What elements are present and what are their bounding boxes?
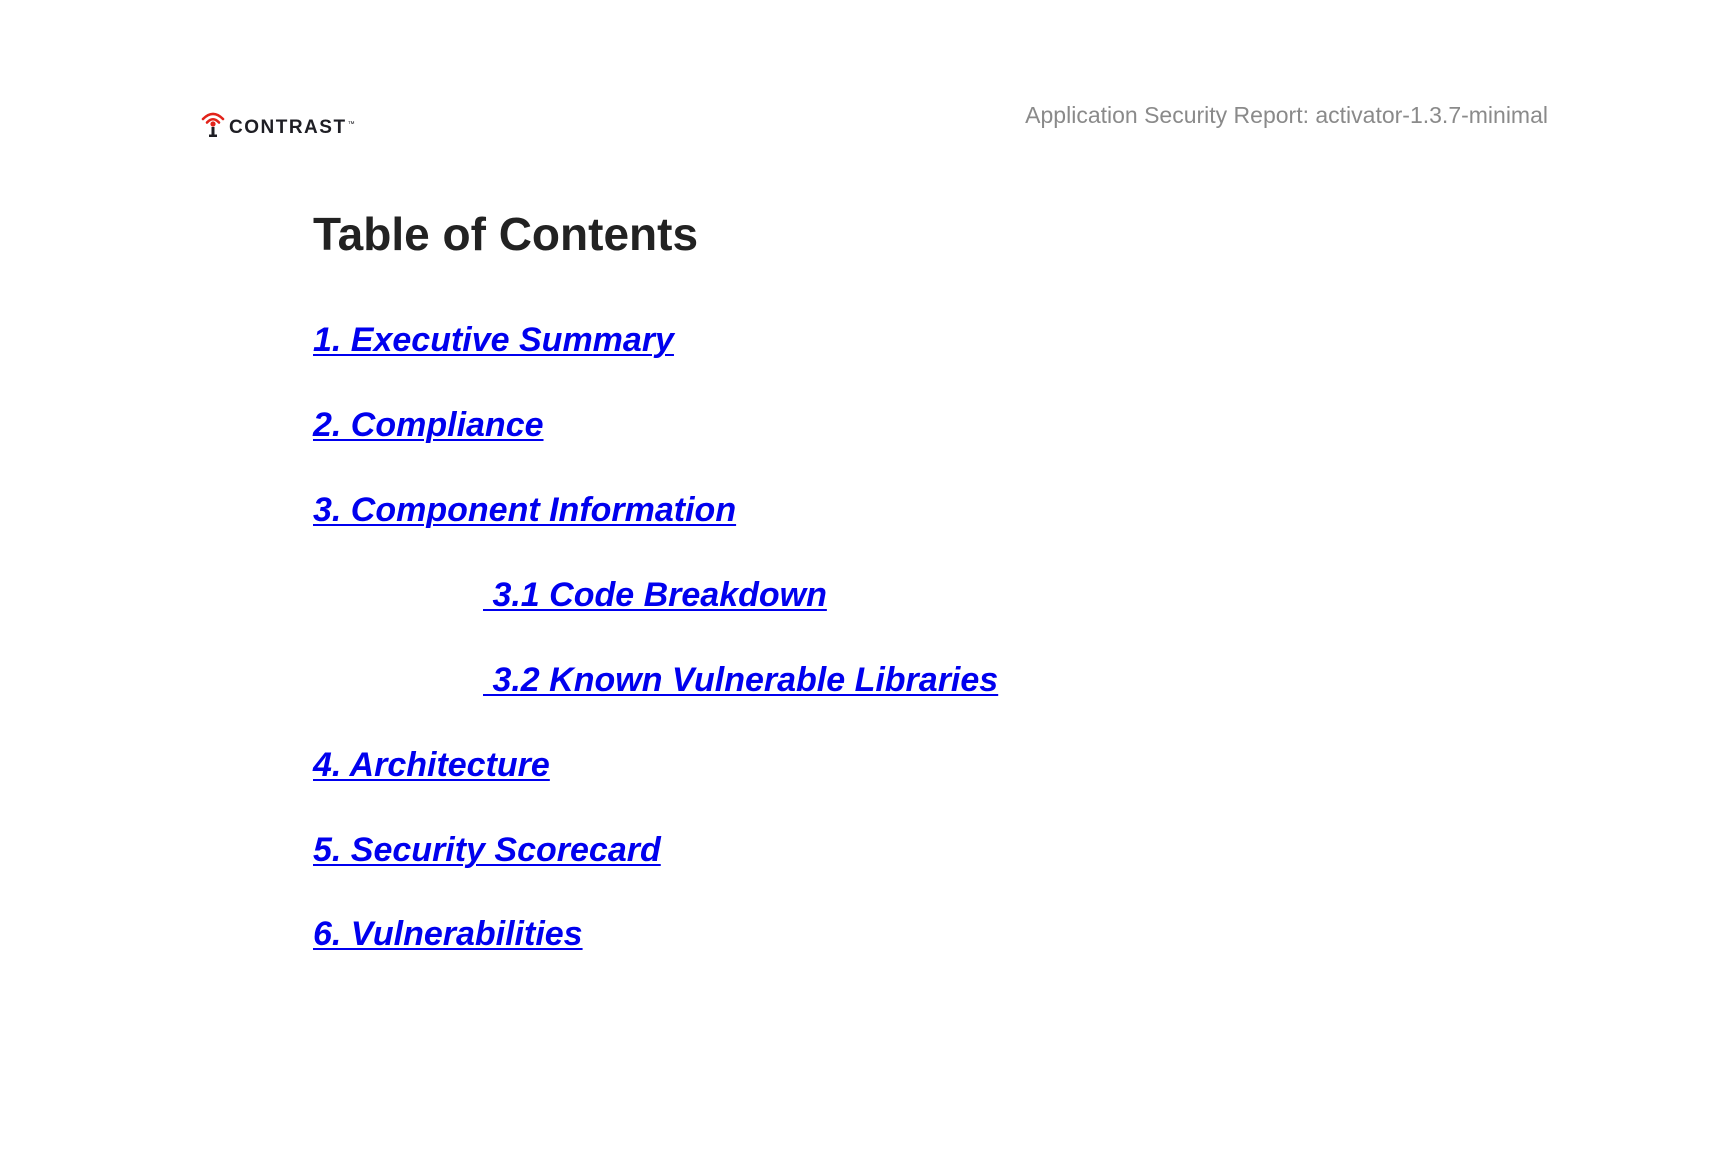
toc-link-executive-summary[interactable]: 1. Executive Summary <box>313 321 674 359</box>
contrast-logo-icon <box>201 112 225 137</box>
toc-heading: Table of Contents <box>313 208 699 260</box>
toc-link-code-breakdown[interactable]: 3.1 Code Breakdown <box>483 576 827 614</box>
logo-trademark: ™ <box>347 121 355 128</box>
report-title: Application Security Report: activator-1… <box>1025 102 1548 128</box>
toc-link-component-information[interactable]: 3. Component Information <box>313 491 737 529</box>
toc-link-compliance[interactable]: 2. Compliance <box>313 406 544 444</box>
contrast-logo: CONTRAST ™ <box>200 108 355 138</box>
toc-link-security-scorecard[interactable]: 5. Security Scorecard <box>313 831 661 869</box>
toc-link-known-vulnerable-libraries[interactable]: 3.2 Known Vulnerable Libraries <box>483 661 999 699</box>
toc-link-architecture[interactable]: 4. Architecture <box>313 746 550 784</box>
toc-link-vulnerabilities[interactable]: 6. Vulnerabilities <box>313 915 583 953</box>
logo-text: CONTRAST <box>229 117 347 138</box>
